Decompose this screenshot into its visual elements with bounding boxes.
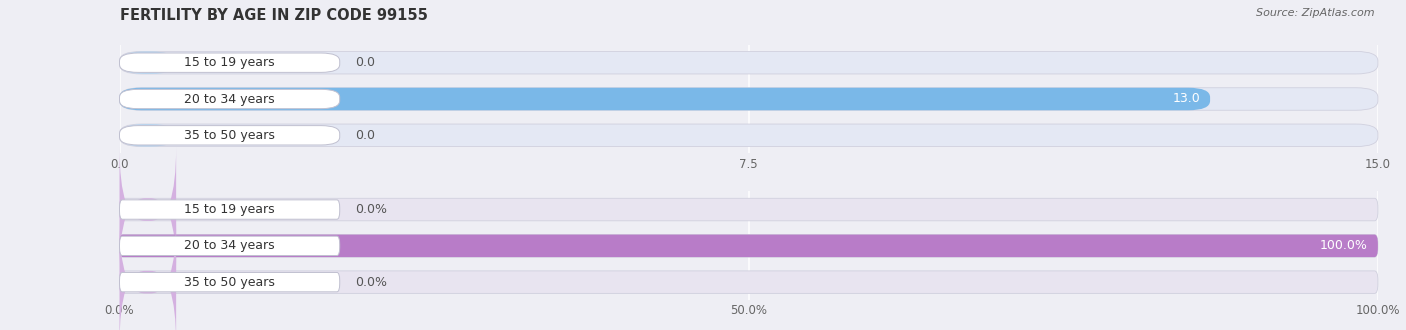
FancyBboxPatch shape <box>120 88 1378 110</box>
FancyBboxPatch shape <box>120 220 176 330</box>
FancyBboxPatch shape <box>120 236 340 255</box>
FancyBboxPatch shape <box>120 198 1378 221</box>
FancyBboxPatch shape <box>120 126 340 145</box>
FancyBboxPatch shape <box>120 273 340 292</box>
Text: 15 to 19 years: 15 to 19 years <box>184 203 276 216</box>
Text: 35 to 50 years: 35 to 50 years <box>184 276 276 289</box>
FancyBboxPatch shape <box>120 235 1378 257</box>
Text: 20 to 34 years: 20 to 34 years <box>184 92 276 106</box>
Text: 15 to 19 years: 15 to 19 years <box>184 56 276 69</box>
FancyBboxPatch shape <box>120 51 1378 74</box>
FancyBboxPatch shape <box>120 235 1378 257</box>
Text: 13.0: 13.0 <box>1173 92 1201 106</box>
Text: 0.0: 0.0 <box>354 129 375 142</box>
FancyBboxPatch shape <box>120 124 176 147</box>
Text: 0.0: 0.0 <box>354 56 375 69</box>
FancyBboxPatch shape <box>120 88 1211 110</box>
Text: Source: ZipAtlas.com: Source: ZipAtlas.com <box>1257 8 1375 18</box>
FancyBboxPatch shape <box>120 89 340 109</box>
Text: FERTILITY BY AGE IN ZIP CODE 99155: FERTILITY BY AGE IN ZIP CODE 99155 <box>120 8 427 23</box>
Text: 100.0%: 100.0% <box>1320 239 1368 252</box>
Text: 20 to 34 years: 20 to 34 years <box>184 239 276 252</box>
FancyBboxPatch shape <box>120 147 176 272</box>
Text: 35 to 50 years: 35 to 50 years <box>184 129 276 142</box>
FancyBboxPatch shape <box>120 271 1378 293</box>
Text: 0.0%: 0.0% <box>354 203 387 216</box>
FancyBboxPatch shape <box>120 200 340 219</box>
FancyBboxPatch shape <box>120 124 1378 147</box>
FancyBboxPatch shape <box>120 53 340 72</box>
Text: 0.0%: 0.0% <box>354 276 387 289</box>
FancyBboxPatch shape <box>120 51 176 74</box>
